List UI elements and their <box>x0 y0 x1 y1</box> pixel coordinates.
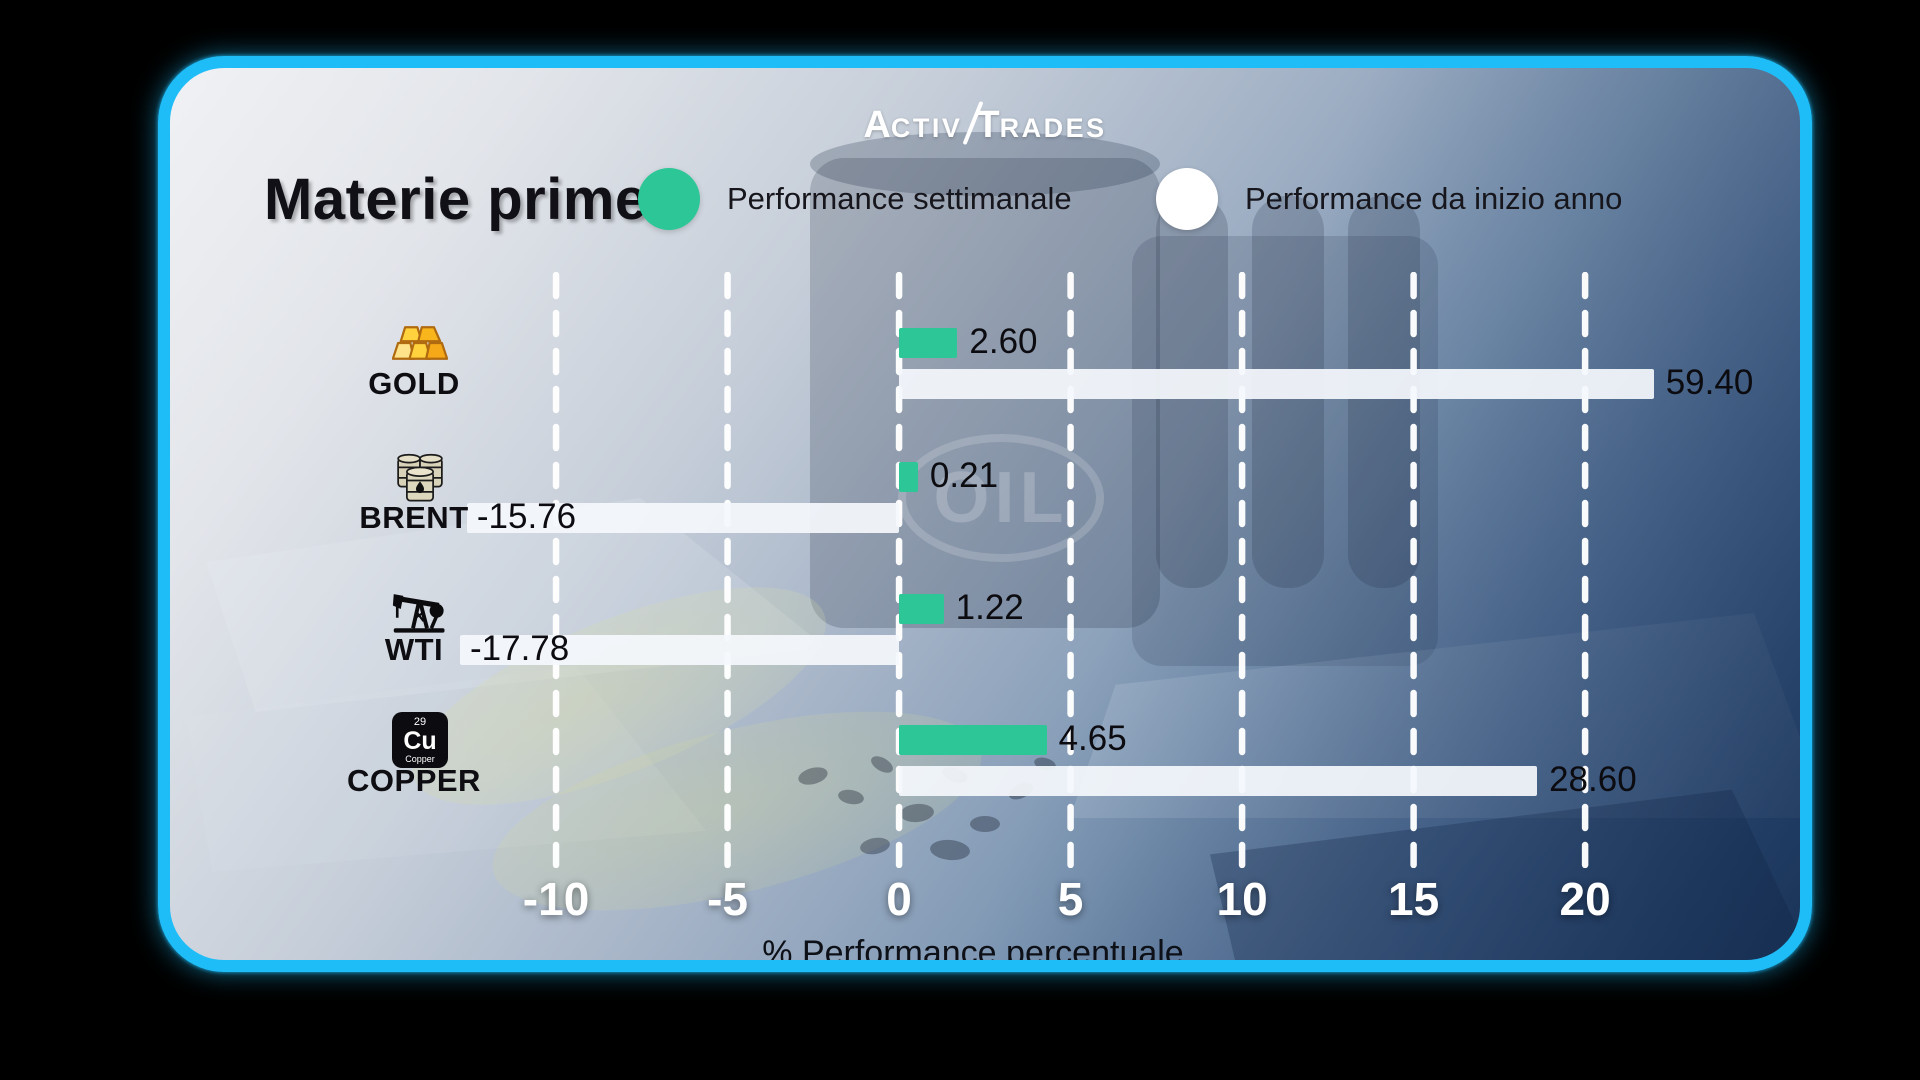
weekly-value-copper: 4.65 <box>1058 719 1127 758</box>
legend-dot-ytd-icon <box>1156 168 1218 230</box>
copper-name: Copper <box>405 753 435 764</box>
x-tick-0: 0 <box>886 873 912 925</box>
weekly-bar-wti <box>899 594 944 624</box>
logo-text-trades: TRADES <box>976 104 1107 146</box>
x-axis-ticks: -10 -5 0 5 10 15 20 <box>460 872 1664 932</box>
x-tick--5: -5 <box>707 873 748 925</box>
x-tick-15: 15 <box>1388 873 1440 925</box>
chart-title: Materie prime <box>264 167 648 232</box>
x-tick-10: 10 <box>1216 873 1268 925</box>
activtrades-logo: ACTIV TRADES <box>170 100 1800 146</box>
oil-barrels-icon-wrapper <box>392 448 448 506</box>
legend-dot-weekly-icon <box>638 168 700 230</box>
weekly-value-wti: 1.22 <box>955 588 1024 627</box>
copper-symbol: Cu <box>403 726 437 755</box>
weekly-value-brent: 0.21 <box>929 456 999 495</box>
legend-item-ytd: Performance da inizio anno <box>1156 168 1622 230</box>
plot-area: 2.60 59.40 0.21 -15.76 1.22 -17.78 4.65 28.60 <box>460 272 1753 868</box>
weekly-bar-copper <box>899 725 1047 755</box>
ytd-bar-gold <box>899 369 1654 399</box>
x-tick--10: -10 <box>522 873 590 925</box>
gold-bars-icon-wrapper <box>392 314 448 372</box>
ytd-value-copper: 28.60 <box>1549 760 1637 799</box>
x-tick-20: 20 <box>1559 873 1611 925</box>
x-tick-5: 5 <box>1057 873 1084 925</box>
gold-bars-icon <box>392 326 448 360</box>
copper-atomic-number: 29 <box>413 715 427 728</box>
category-label-copper: COPPER <box>347 763 481 798</box>
weekly-bar-gold <box>899 328 958 358</box>
logo-text-activ: ACTIV <box>863 104 963 146</box>
category-label-gold: GOLD <box>368 366 460 401</box>
oil-pumpjack-icon-wrapper <box>392 580 448 638</box>
ytd-bar-copper <box>899 766 1538 796</box>
oil-barrels-icon <box>397 453 443 502</box>
ytd-value-wti: -17.78 <box>470 629 570 668</box>
copper-element-tile-icon-wrapper: 29 Cu Copper <box>392 711 448 769</box>
oil-pumpjack-icon <box>392 594 445 633</box>
chart-card: OIL ACTIV TRADES Materie prime Performan… <box>158 56 1812 972</box>
legend-item-weekly: Performance settimanale <box>638 168 1072 230</box>
legend-label-weekly: Performance settimanale <box>727 181 1072 216</box>
weekly-bar-brent <box>899 462 918 492</box>
ytd-value-gold: 59.40 <box>1665 363 1754 402</box>
x-axis-title: % Performance percentuale <box>762 934 1184 972</box>
legend-label-ytd: Performance da inizio anno <box>1245 181 1623 216</box>
ytd-value-brent: -15.76 <box>476 497 577 536</box>
category-label-wti: WTI <box>384 632 444 667</box>
ytd-bar-brent <box>466 503 900 533</box>
copper-element-tile-icon: 29 Cu Copper <box>392 712 448 768</box>
category-label-brent: BRENT <box>359 500 469 535</box>
weekly-value-gold: 2.60 <box>969 322 1038 361</box>
ytd-bar-wti <box>460 635 900 665</box>
